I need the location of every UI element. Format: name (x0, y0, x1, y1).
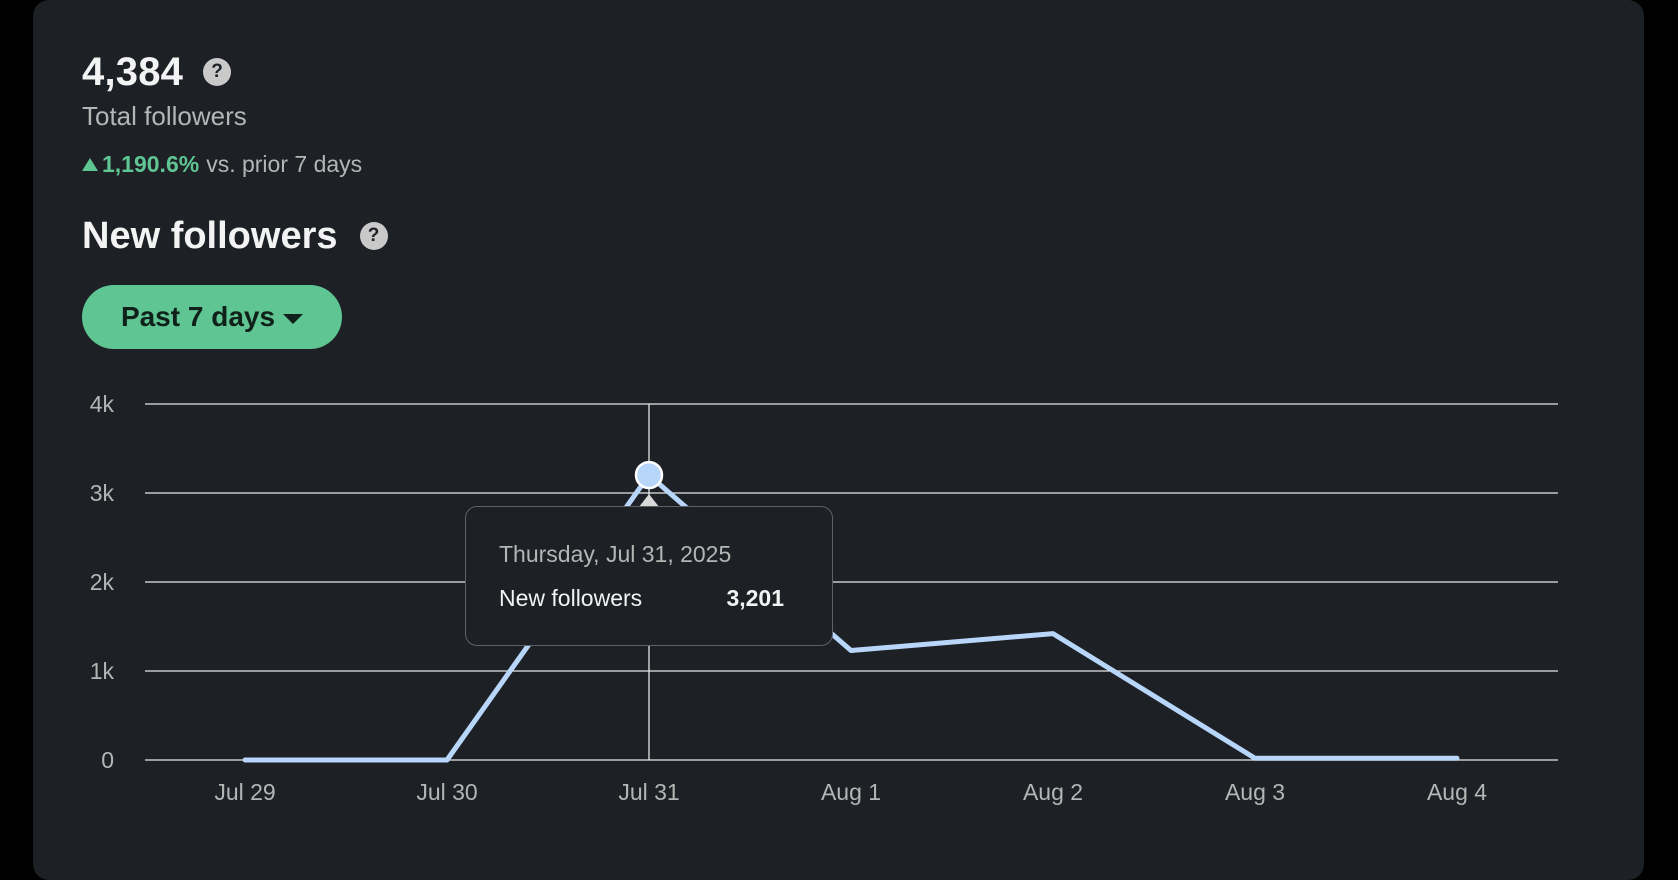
y-tick-label: 0 (101, 747, 114, 773)
x-tick-label: Aug 4 (1427, 779, 1487, 805)
x-tick-label: Aug 3 (1225, 779, 1285, 805)
tooltip-value: 3,201 (726, 585, 784, 611)
total-followers-value: 4,384 (82, 49, 184, 94)
follower-change-row: 1,190.6% vs. prior 7 days (82, 151, 362, 178)
x-tick-label: Aug 2 (1023, 779, 1083, 805)
series-line (242, 472, 1460, 763)
new-followers-chart[interactable]: 0 1k 2k 3k 4k Jul 29 Jul 30 Jul 31 Aug 1 Aug 2 Aug… (0, 0, 1678, 860)
chart-tooltip: Thursday, Jul 31, 2025 New followers 3,2… (465, 506, 833, 646)
date-range-label: Past 7 days (120, 301, 276, 332)
help-icon[interactable]: ? (359, 222, 388, 250)
y-tick-label: 2k (90, 569, 115, 595)
followers-card (33, 0, 1644, 880)
change-suffix: vs. prior 7 days (206, 151, 363, 177)
x-tick-label: Jul 29 (214, 779, 275, 805)
tooltip-date: Thursday, Jul 31, 2025 (499, 541, 732, 567)
help-icon[interactable]: ? (203, 58, 232, 86)
y-tick-label: 4k (90, 391, 115, 417)
tooltip-pointer (638, 494, 660, 509)
highlighted-data-point (634, 460, 664, 490)
caret-down-icon (283, 313, 304, 324)
total-followers-label: Total followers (82, 101, 247, 131)
x-tick-label: Jul 30 (416, 779, 477, 805)
y-tick-label: 3k (90, 480, 115, 506)
y-tick-label: 1k (90, 658, 115, 684)
x-tick-label: Jul 31 (618, 779, 679, 805)
new-followers-header: New followers ? (82, 212, 388, 260)
tooltip-label: New followers (499, 585, 643, 611)
date-range-dropdown[interactable]: Past 7 days (82, 285, 342, 349)
change-percent: 1,190.6% (102, 151, 200, 177)
total-followers-row: 4,384 ? (82, 46, 232, 98)
trend-up-icon (82, 158, 98, 171)
new-followers-title: New followers (82, 214, 338, 257)
x-tick-label: Aug 1 (821, 779, 881, 805)
